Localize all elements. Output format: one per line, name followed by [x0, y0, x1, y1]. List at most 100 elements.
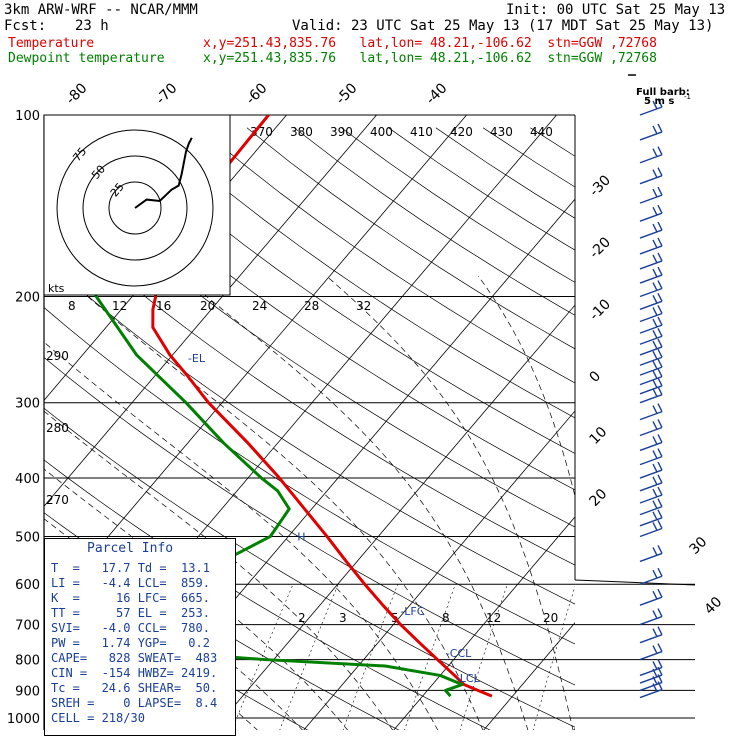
pressure-tick-label: 600	[15, 578, 40, 593]
hodograph-units-label: kts	[48, 282, 65, 295]
wind-barb-feather	[652, 350, 658, 360]
dry-adiabat-line	[44, 407, 575, 728]
barb-legend-line2: 5 m s	[644, 96, 674, 107]
pressure-tick-label: 800	[15, 654, 40, 669]
dry-adiabat-line	[44, 208, 575, 566]
wind-barb-feather	[652, 476, 658, 486]
lower-mixing-ratio-label: 8	[442, 611, 450, 625]
wind-barb-feather	[657, 659, 663, 668]
wind-barb-feather	[652, 294, 658, 304]
wind-barb-feather	[652, 610, 658, 619]
wind-barb-feather	[657, 486, 663, 496]
wind-barb-feather	[652, 405, 658, 414]
dry-adiabat-label: 290	[46, 349, 69, 363]
isotherm-line	[393, 516, 575, 730]
wind-barb	[639, 194, 663, 204]
wind-barb-feather	[657, 167, 663, 177]
wind-barb	[639, 324, 663, 334]
moist-adiabat-line	[181, 275, 529, 730]
wind-barb-feather	[652, 436, 658, 445]
model-title: 3km ARW-WRF -- NCAR/MMM	[4, 2, 198, 18]
wind-barb	[639, 410, 663, 421]
moist-adiabat-line	[44, 341, 439, 730]
wind-barb-feather	[652, 661, 658, 670]
parcel-row: PW = 1.74 YGP= 0.2	[51, 636, 210, 650]
wind-barb	[639, 505, 663, 516]
mixing-ratio-label: 12	[112, 299, 127, 313]
dry-adiabat-line	[435, 127, 575, 219]
pressure-tick-label: 400	[15, 472, 40, 487]
pressure-tick-label: 700	[15, 619, 40, 634]
mixing-ratio-label: 8	[68, 299, 76, 313]
wind-barb-feather	[652, 628, 658, 637]
dry-adiabat-line	[44, 306, 575, 645]
barb-legend-line1: Full barb:	[636, 87, 690, 98]
wind-barb	[639, 312, 663, 323]
wind-barbs	[639, 98, 663, 699]
pressure-tick-label: 1000	[7, 712, 40, 727]
wind-barb-feather	[657, 358, 663, 368]
wind-barb-feather	[652, 450, 658, 459]
dry-adiabat-line	[44, 160, 575, 528]
wind-barb	[639, 650, 663, 661]
wind-barb-feather	[657, 666, 663, 676]
level-annotation: -CCL	[446, 647, 472, 660]
mixing-ratio-label: 24	[252, 299, 267, 313]
wind-barb	[639, 346, 663, 356]
wind-barb	[639, 106, 663, 116]
parcel-row: LI = -4.4 LCL= 859.	[51, 576, 210, 590]
wind-barb-feather	[652, 307, 658, 316]
wind-barb-feather	[657, 419, 663, 428]
wind-barb-feather	[652, 254, 658, 264]
dry-adiabat-line	[152, 127, 575, 419]
wind-barb	[639, 300, 663, 310]
lower-mixing-ratio-label: 2	[298, 611, 306, 625]
wind-barb-feather	[657, 123, 663, 133]
wind-barb	[639, 527, 663, 538]
parcel-row: Tc = 24.6 SHEAR= 50.	[51, 681, 218, 695]
parcel-row: CIN = -154 HWBZ= 2419.	[51, 666, 218, 680]
wind-barb	[639, 287, 663, 298]
isotherm-label: -30	[587, 172, 614, 199]
isotherm-line	[663, 87, 740, 730]
wind-barb-feather	[657, 252, 663, 262]
wind-barb-feather	[657, 348, 663, 358]
mixing-ratio-line	[231, 584, 294, 730]
level-annotation: -EL	[188, 352, 206, 365]
wind-barb-feather	[652, 590, 658, 600]
lower-mixing-ratio-label: 20	[543, 611, 558, 625]
wind-barb-feather	[657, 186, 663, 196]
theta-e-label: 400	[370, 125, 393, 139]
isotherm-label: -70	[153, 80, 180, 107]
wind-barb-feather	[657, 567, 663, 577]
wind-barb	[639, 517, 663, 527]
mixing-ratio-line	[532, 585, 575, 730]
wind-barb	[639, 260, 663, 270]
wind-barb-feather	[657, 643, 663, 652]
wind-barb	[639, 469, 663, 479]
mixing-ratio-line	[459, 584, 508, 730]
wind-barb	[639, 356, 663, 366]
isotherm-label: 40	[702, 594, 726, 618]
wind-barb-feather	[652, 500, 658, 509]
wind-barb	[639, 596, 663, 606]
wind-barb-feather	[657, 386, 663, 396]
theta-e-label: 380	[290, 125, 313, 139]
mixing-ratio-line	[279, 584, 339, 730]
mixing-ratio-label: 20	[200, 299, 215, 313]
pressure-tick-label: 900	[15, 684, 40, 699]
wind-barb	[639, 482, 663, 492]
wind-barb-feather	[657, 146, 663, 156]
wind-barb-feather	[657, 316, 663, 326]
moist-adiabat-line	[478, 275, 575, 498]
parcel-row: SVI= -4.0 CCL= 780.	[51, 621, 210, 635]
wind-barb-feather	[652, 188, 658, 198]
wind-barb	[639, 494, 663, 504]
theta-e-label: 410	[410, 125, 433, 139]
wind-barb	[639, 552, 663, 563]
wind-barb-feather	[652, 282, 658, 291]
isotherm-label: -10	[587, 296, 614, 323]
parcel-row: T = 17.7 Td = 13.1	[51, 561, 210, 575]
